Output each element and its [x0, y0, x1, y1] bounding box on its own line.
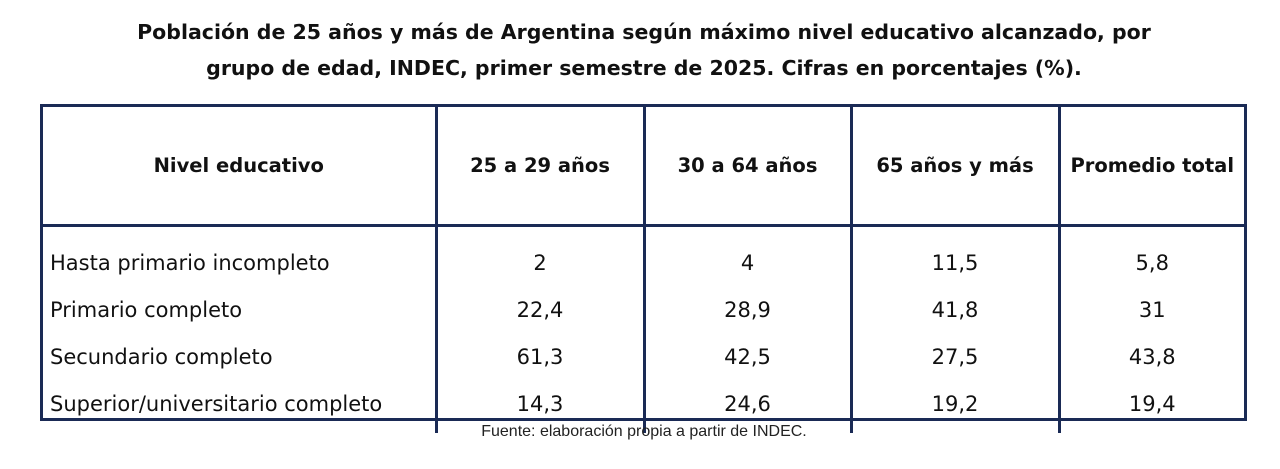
- header-row: Nivel educativo 25 a 29 años 30 a 64 año…: [43, 107, 1244, 227]
- table-cell: 19,2: [851, 380, 1061, 433]
- table-cell: 5,8: [1135, 250, 1169, 275]
- data-table-frame: Nivel educativo 25 a 29 años 30 a 64 año…: [40, 104, 1247, 433]
- table-cell: 42,5: [644, 333, 853, 380]
- table-cell: 31: [1138, 297, 1166, 322]
- table-row: Superior/universitario completo 14,3 24,…: [43, 380, 1244, 433]
- table-cell: 24,6: [644, 380, 853, 433]
- table-cell: 22,4: [436, 286, 646, 333]
- source-note: Fuente: elaboración propia a partir de I…: [481, 423, 807, 440]
- title-line-1: Población de 25 años y más de Argentina …: [137, 20, 1151, 44]
- table-cell: 43,8: [1128, 344, 1176, 369]
- table-title: Población de 25 años y más de Argentina …: [0, 14, 1280, 86]
- table-cell: 14,3: [436, 380, 646, 433]
- table-row: Primario completo 22,4 28,9 41,8 31: [43, 286, 1244, 333]
- header-25-29: 25 a 29 años: [436, 107, 646, 227]
- table-row: Secundario completo 61,3 42,5 27,5 43,8: [43, 333, 1244, 380]
- table-cell: 2: [436, 225, 646, 286]
- header-promedio-total: Promedio total: [1059, 107, 1244, 227]
- education-table: Nivel educativo 25 a 29 años 30 a 64 año…: [43, 107, 1244, 433]
- table-cell: 27,5: [851, 333, 1061, 380]
- table-cell: 41,8: [851, 286, 1061, 333]
- table-cell: 61,3: [436, 333, 646, 380]
- row-label: Hasta primario incompleto: [43, 225, 438, 286]
- row-label: Primario completo: [43, 286, 438, 333]
- header-nivel-educativo: Nivel educativo: [43, 107, 438, 227]
- title-line-2: grupo de edad, INDEC, primer semestre de…: [206, 56, 1082, 80]
- row-label: Superior/universitario completo: [43, 380, 438, 433]
- table-cell: 11,5: [851, 225, 1061, 286]
- table-cell: 4: [644, 225, 853, 286]
- row-label: Secundario completo: [43, 333, 438, 380]
- header-30-64: 30 a 64 años: [644, 107, 853, 227]
- table-cell: 28,9: [644, 286, 853, 333]
- table-row: Hasta primario incompleto 2 4 11,5 5,8: [43, 225, 1244, 286]
- header-65-mas: 65 años y más: [851, 107, 1061, 227]
- table-cell: 19,4: [1128, 391, 1176, 416]
